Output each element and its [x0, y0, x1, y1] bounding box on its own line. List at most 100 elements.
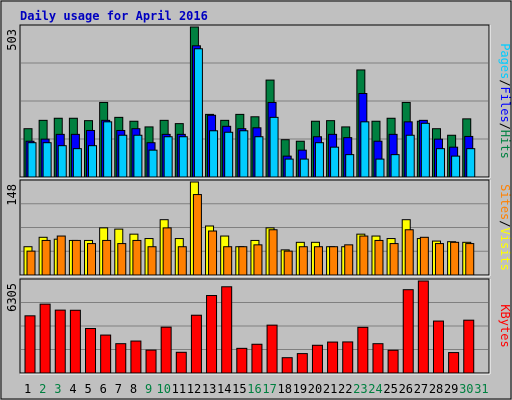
sites-bar [56, 235, 66, 276]
pages-bar [72, 148, 82, 178]
day-label: 19 [293, 382, 307, 396]
kbytes-bar [69, 309, 81, 374]
day-label: 26 [399, 382, 413, 396]
legend-part: / [498, 123, 512, 130]
sites-bar [283, 250, 293, 276]
pages-bar [27, 142, 37, 178]
sites-bar [162, 227, 172, 276]
legend-sites-visits: Sites/Visits [498, 184, 512, 271]
kbytes-bar [448, 352, 460, 374]
legend-part: Hits [498, 130, 512, 159]
day-label: 22 [338, 382, 352, 396]
legend-part: / [498, 79, 512, 86]
kbytes-bar [145, 349, 157, 374]
pages-bar [209, 130, 219, 178]
day-label: 31 [474, 382, 488, 396]
sites-bar [208, 230, 218, 276]
pages-bar [133, 134, 143, 178]
pages-bar [148, 149, 158, 178]
pages-bar [435, 148, 445, 178]
sites-bar [102, 239, 112, 276]
pages-bar [57, 145, 67, 178]
pages-bar [375, 158, 385, 178]
sites-bar [344, 244, 354, 276]
kbytes-bar [402, 289, 414, 374]
sites-bar [450, 241, 460, 276]
kbytes-bar [85, 327, 97, 374]
pages-bar [118, 134, 128, 178]
kbytes-bar [266, 324, 278, 374]
sites-bar [177, 246, 187, 276]
pages-bar [254, 136, 264, 178]
day-label: 5 [84, 382, 91, 396]
kbytes-bar [281, 357, 293, 374]
legend-part: Pages [498, 43, 512, 79]
pages-bar [42, 142, 52, 178]
legend-part: / [498, 220, 512, 227]
day-label: 9 [145, 382, 152, 396]
pages-bar [178, 136, 188, 178]
day-label: 20 [308, 382, 322, 396]
pages-bar [420, 122, 430, 178]
sites-bar [268, 229, 278, 276]
kbytes-bar [417, 280, 429, 374]
pages-bar [345, 154, 355, 178]
day-label: 21 [323, 382, 337, 396]
kbytes-bar [296, 353, 308, 374]
day-label: 28 [429, 382, 443, 396]
legend-part: Files [498, 87, 512, 123]
day-label: 14 [217, 382, 231, 396]
sites-bar [253, 244, 263, 276]
kbytes-bar [24, 315, 36, 374]
day-label: 4 [69, 382, 76, 396]
kbytes-bar [175, 351, 187, 374]
legend-kbytes: KBytes [498, 304, 512, 347]
kbytes-bar [372, 343, 384, 374]
sites-bar [132, 239, 142, 276]
day-label: 1 [24, 382, 31, 396]
kbytes-bar [221, 286, 233, 374]
pages-bar [163, 136, 173, 178]
kbytes-bar [115, 343, 127, 374]
kbytes-bar [342, 341, 354, 374]
kbytes-bar [39, 303, 51, 374]
pages-bar [239, 130, 249, 178]
day-label: 25 [383, 382, 397, 396]
pages-bar [451, 155, 461, 178]
kbytes-bar [100, 334, 112, 374]
sites-bar [71, 239, 81, 276]
kbytes-bar [54, 309, 66, 374]
pages-bar [269, 116, 279, 178]
day-label: 18 [278, 382, 292, 396]
sites-bar [359, 235, 369, 276]
day-label: 3 [54, 382, 61, 396]
day-label: 27 [414, 382, 428, 396]
kbytes-bar [327, 341, 339, 374]
day-label: 29 [444, 382, 458, 396]
kbytes-bar [387, 349, 399, 374]
visits-sites-max-label: 148 [5, 184, 19, 206]
legend-part: Sites [498, 184, 512, 220]
kbytes-bar [206, 295, 218, 374]
legend-pages-files-hits: Pages/Files/Hits [498, 43, 512, 159]
pages-bar [103, 121, 113, 178]
pages-bar [390, 154, 400, 178]
sites-bar [41, 239, 51, 276]
legend-part: KBytes [498, 304, 512, 347]
pages-bar [193, 48, 203, 178]
sites-bar [117, 243, 127, 276]
day-label: 2 [39, 382, 46, 396]
kbytes-bar [251, 343, 263, 374]
sites-bar [374, 239, 384, 276]
day-label: 16 [247, 382, 261, 396]
day-label: 6 [100, 382, 107, 396]
day-label: 13 [202, 382, 216, 396]
pages-bar [88, 145, 98, 178]
pages-bar [299, 158, 309, 178]
day-label: 23 [353, 382, 367, 396]
pages-bar [360, 121, 370, 178]
kbytes-bar [311, 344, 323, 374]
sites-bar [223, 246, 233, 276]
day-label: 8 [130, 382, 137, 396]
pages-bar [466, 148, 476, 178]
